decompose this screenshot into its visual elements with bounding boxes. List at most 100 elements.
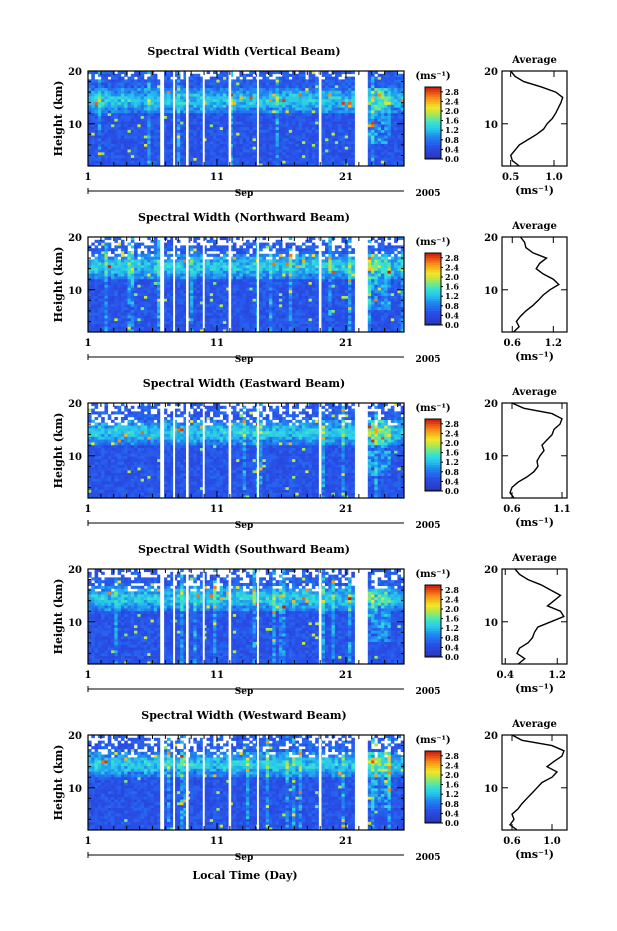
heatmap-cell — [173, 132, 178, 136]
heatmap-cell — [143, 259, 148, 263]
heatmap-cell — [216, 318, 220, 322]
heatmap-cell — [114, 76, 118, 80]
heatmap-cell — [213, 315, 217, 319]
heatmap-cell — [380, 96, 385, 100]
heatmap-cell — [140, 71, 145, 75]
heatmap-cell — [117, 326, 122, 330]
heatmap-cell — [94, 121, 99, 125]
heatmap-cell — [153, 98, 158, 103]
heatmap-cell — [226, 270, 230, 274]
heatmap-cell — [153, 287, 158, 291]
heatmap-cell — [173, 140, 178, 144]
heatmap-cell — [143, 138, 148, 142]
panel-title: Spectral Width (Vertical Beam) — [147, 45, 340, 58]
heatmap-cell — [341, 118, 346, 122]
heatmap-cell — [384, 98, 388, 103]
heatmap-cell — [338, 112, 342, 116]
heatmap-cell — [88, 146, 92, 150]
data-gap — [202, 71, 205, 166]
heatmap-cell — [298, 129, 303, 133]
heatmap-cell — [196, 124, 201, 128]
heatmap-cell — [311, 107, 316, 111]
heatmap-cell — [163, 149, 168, 153]
heatmap-cell — [249, 326, 253, 330]
heatmap-cell — [104, 245, 109, 249]
heatmap-cell — [150, 284, 155, 288]
heatmap-cell — [107, 152, 112, 156]
heatmap-cell — [229, 245, 234, 249]
heatmap-cell — [196, 323, 201, 327]
heatmap-cell — [183, 295, 188, 299]
heatmap-cell — [213, 245, 217, 249]
heatmap-cell — [153, 160, 158, 164]
heatmap-cell — [91, 306, 95, 310]
heatmap-cell — [111, 79, 115, 83]
heatmap-cell — [229, 309, 234, 313]
heatmap-cell — [239, 132, 244, 136]
heatmap-cell — [239, 90, 244, 94]
heatmap-cell — [219, 110, 224, 114]
heatmap-cell — [173, 309, 178, 313]
heatmap-cell — [173, 73, 178, 77]
heatmap-cell — [157, 270, 161, 274]
heatmap-cell — [311, 124, 316, 128]
heatmap-cell — [180, 256, 184, 260]
heatmap-cell — [272, 115, 276, 119]
heatmap-cell — [325, 124, 329, 128]
heatmap-cell — [219, 152, 224, 156]
heatmap-cell — [170, 273, 174, 277]
heatmap-cell — [292, 121, 296, 125]
heatmap-cell — [157, 154, 161, 158]
heatmap-cell — [143, 256, 148, 260]
heatmap-cell — [170, 140, 174, 144]
heatmap-cell — [259, 163, 263, 167]
heatmap-cell — [351, 138, 355, 142]
heatmap-cell — [222, 135, 227, 139]
heatmap-cell — [275, 140, 280, 144]
heatmap-cell — [206, 326, 211, 330]
heatmap-cell — [137, 326, 141, 330]
heatmap-cell — [295, 146, 299, 150]
heatmap-cell — [124, 82, 128, 86]
heatmap-cell — [180, 96, 184, 100]
heatmap-cell — [140, 76, 145, 80]
heatmap-cell — [101, 82, 105, 86]
heatmap-cell — [170, 295, 174, 299]
heatmap-cell — [305, 82, 309, 86]
heatmap-cell — [239, 110, 244, 114]
heatmap-cell — [367, 152, 372, 156]
heatmap-cell — [213, 132, 217, 136]
heatmap-cell — [180, 115, 184, 119]
heatmap-cell — [134, 248, 138, 252]
heatmap-cell — [170, 93, 174, 97]
heatmap-cell — [295, 79, 299, 83]
colorbar-segment — [425, 87, 441, 90]
heatmap-cell — [367, 82, 372, 86]
heatmap-cell — [265, 126, 270, 130]
heatmap-cell — [114, 84, 118, 89]
heatmap-cell — [170, 96, 174, 100]
heatmap-cell — [104, 318, 109, 322]
heatmap-cell — [97, 329, 102, 333]
heatmap-cell — [269, 82, 273, 86]
heatmap-cell — [288, 73, 293, 77]
heatmap-cell — [163, 154, 168, 158]
heatmap-cell — [147, 253, 151, 257]
heatmap-cell — [199, 278, 204, 282]
heatmap-cell — [249, 267, 253, 271]
heatmap-cell — [209, 96, 214, 100]
heatmap-cell — [167, 76, 171, 80]
heatmap-cell — [325, 121, 329, 125]
heatmap-cell — [387, 107, 392, 111]
heatmap-cell — [134, 118, 138, 122]
heatmap-cell — [147, 79, 151, 83]
heatmap-cell — [331, 154, 336, 158]
heatmap-cell — [101, 93, 105, 97]
heatmap-cell — [252, 248, 257, 252]
heatmap-cell — [216, 140, 220, 144]
heatmap-cell — [213, 101, 217, 105]
heatmap-cell — [130, 320, 135, 324]
heatmap-cell — [384, 87, 388, 91]
heatmap-cell — [176, 98, 181, 103]
heatmap-cell — [183, 146, 188, 150]
